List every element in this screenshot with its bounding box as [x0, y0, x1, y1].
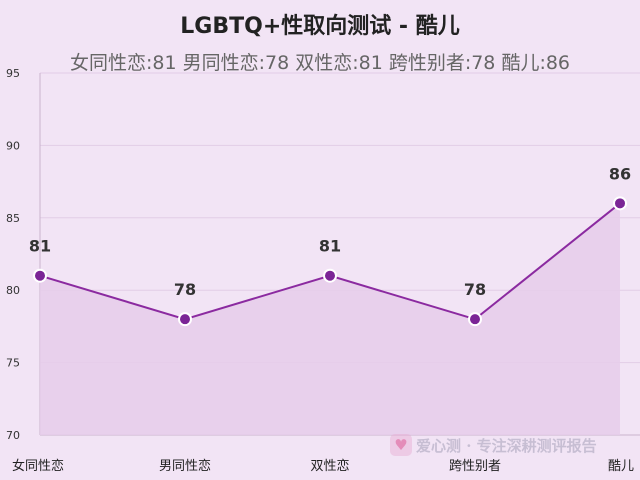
watermark-text: 爱心测 · 专注深耕测评报告 — [416, 436, 597, 455]
data-label: 81 — [29, 237, 51, 256]
data-label: 81 — [319, 237, 341, 256]
data-label: 86 — [609, 164, 631, 183]
data-point — [613, 196, 627, 211]
y-tick-label: 95 — [6, 67, 20, 80]
chart-subtitle: 女同性恋:81 男同性恋:78 双性恋:81 跨性别者:78 酷儿:86 — [69, 52, 571, 74]
x-category-label: 女同性恋 — [12, 458, 64, 474]
watermark: ♥ 爱心测 · 专注深耕测评报告 — [390, 434, 597, 456]
data-point — [468, 312, 482, 327]
data-point — [323, 268, 337, 283]
x-category-label: 跨性别者 — [449, 459, 501, 474]
area-fill — [40, 203, 620, 435]
y-tick-label: 75 — [6, 357, 20, 370]
x-category-label: 双性恋 — [310, 458, 349, 474]
y-tick-label: 70 — [6, 429, 20, 442]
data-label: 78 — [174, 280, 196, 299]
x-category-label: 男同性恋 — [159, 458, 211, 474]
y-tick-label: 85 — [6, 212, 20, 225]
y-tick-label: 90 — [6, 139, 20, 152]
chart-title: LGBTQ+性取向测试 - 酷儿 — [180, 14, 460, 39]
heart-logo-icon: ♥ — [390, 434, 412, 456]
data-point — [178, 312, 192, 327]
y-tick-label: 80 — [6, 284, 20, 297]
x-category-label: 酷儿 — [608, 459, 634, 474]
data-label: 78 — [464, 280, 486, 299]
data-point — [33, 268, 47, 283]
